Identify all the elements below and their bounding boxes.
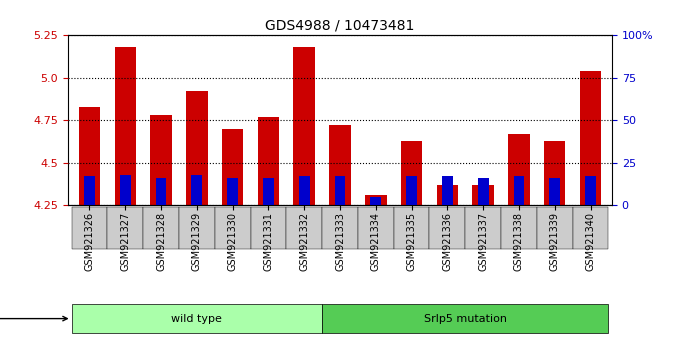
Bar	[79, 107, 100, 205]
Bar	[222, 129, 243, 205]
Bar	[286, 207, 322, 250]
Bar	[186, 91, 207, 205]
Bar	[573, 207, 609, 250]
Bar	[322, 304, 609, 333]
Bar	[322, 207, 358, 250]
Bar	[537, 207, 573, 250]
Text: wild type: wild type	[171, 314, 222, 324]
Bar	[335, 176, 345, 205]
Bar	[227, 178, 238, 205]
Bar	[365, 195, 386, 205]
Bar	[299, 176, 309, 205]
Bar	[401, 141, 422, 205]
Bar	[114, 47, 136, 205]
Bar	[501, 207, 537, 250]
Bar	[120, 175, 131, 205]
Bar	[442, 176, 453, 205]
Bar	[580, 71, 601, 205]
Text: Srlp5 mutation: Srlp5 mutation	[424, 314, 507, 324]
Bar	[258, 117, 279, 205]
Bar	[465, 207, 501, 250]
Bar	[71, 207, 107, 250]
Bar	[143, 207, 179, 250]
Bar	[585, 176, 596, 205]
Bar	[263, 178, 274, 205]
Title: GDS4988 / 10473481: GDS4988 / 10473481	[265, 19, 415, 33]
Bar	[549, 178, 560, 205]
Bar	[329, 125, 351, 205]
Bar	[394, 207, 430, 250]
Bar	[406, 176, 417, 205]
Bar	[107, 207, 143, 250]
Bar	[478, 178, 488, 205]
Bar	[544, 141, 566, 205]
Bar	[430, 207, 465, 250]
Bar	[71, 304, 322, 333]
Bar	[179, 207, 215, 250]
Bar	[508, 134, 530, 205]
Bar	[250, 207, 286, 250]
Bar	[156, 178, 167, 205]
Bar	[371, 197, 381, 205]
Bar	[473, 185, 494, 205]
Bar	[437, 185, 458, 205]
Bar	[215, 207, 250, 250]
Bar	[150, 115, 172, 205]
Bar	[84, 176, 95, 205]
Bar	[192, 175, 202, 205]
Bar	[358, 207, 394, 250]
Bar	[513, 176, 524, 205]
Bar	[294, 47, 315, 205]
Text: genotype/variation: genotype/variation	[0, 314, 67, 324]
